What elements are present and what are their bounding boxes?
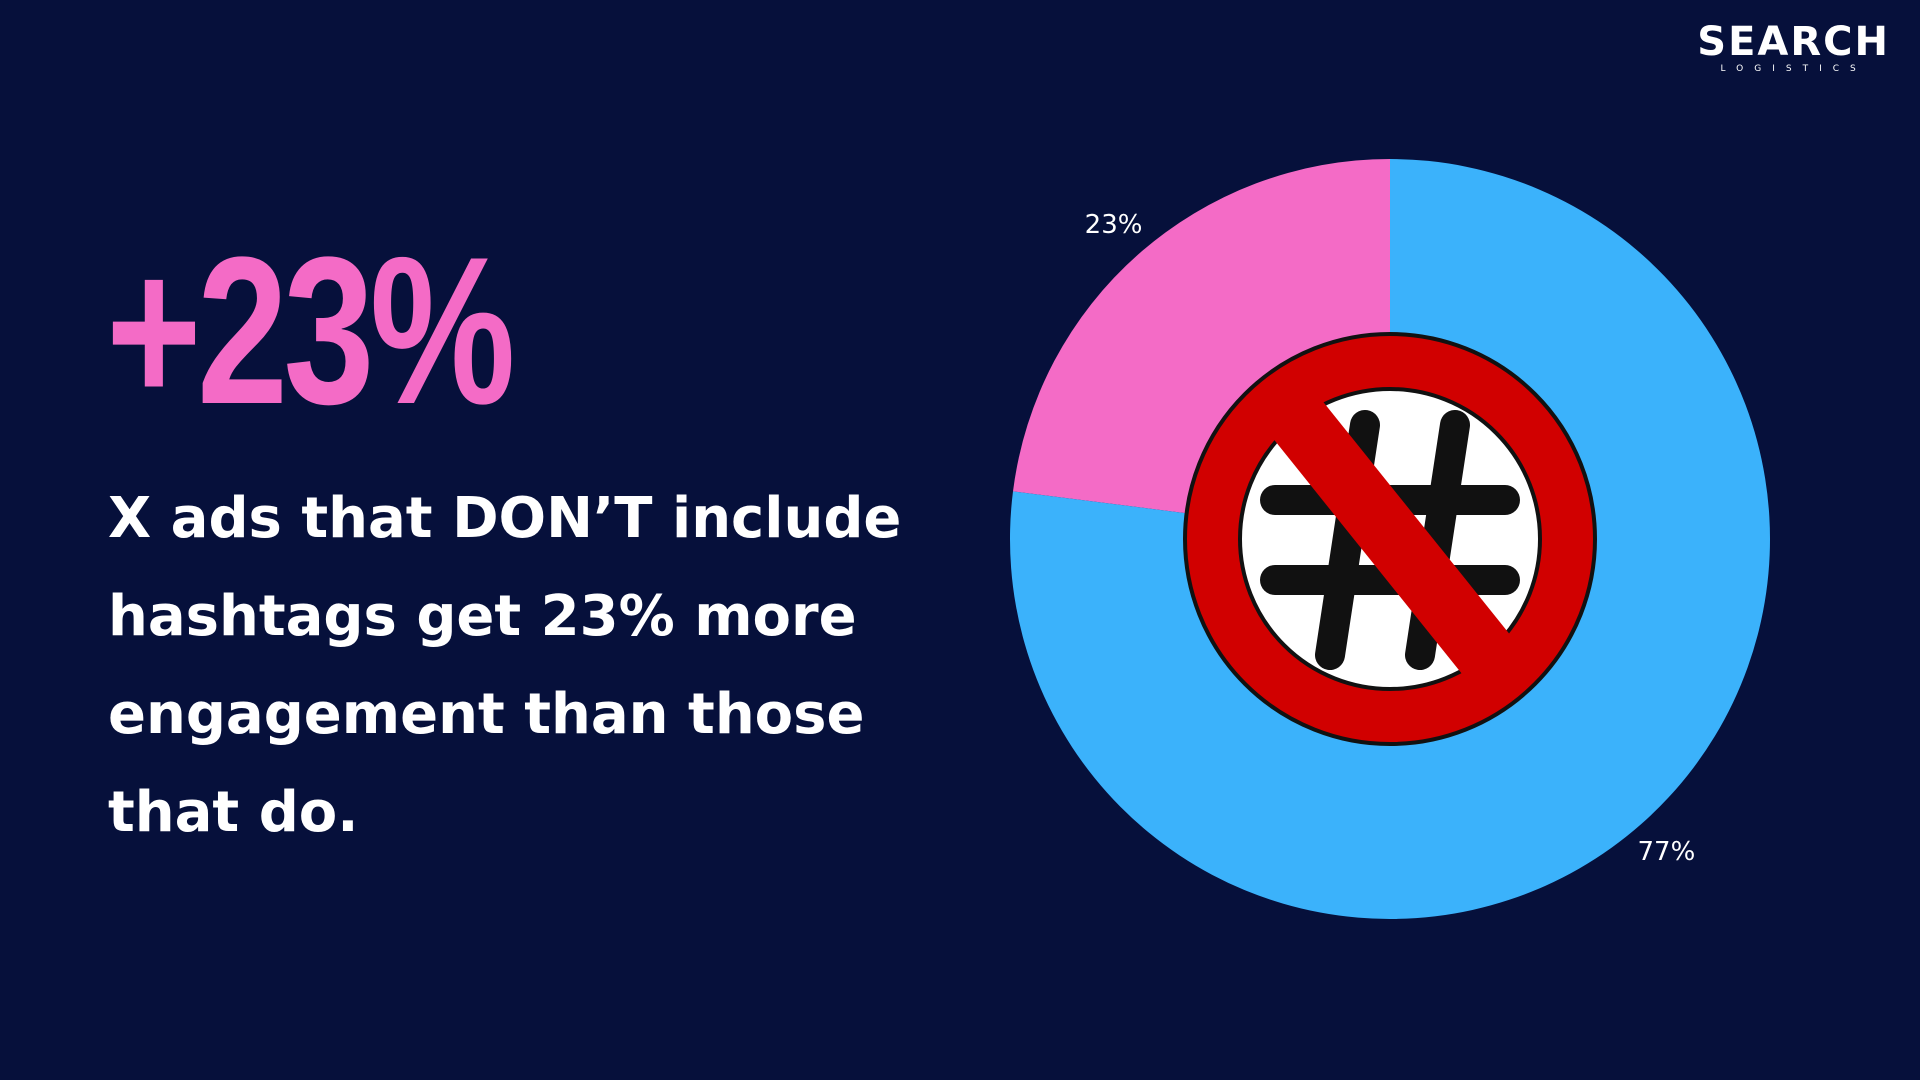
headline: +23% (106, 213, 515, 448)
brand-tagline: LOGISTICS (1720, 64, 1867, 74)
no-hashtag-icon (1183, 332, 1597, 746)
value-label: 77% (1638, 837, 1696, 867)
brand-logo: SEARCH LOGISTICS (1697, 20, 1890, 74)
body-text: X ads that DON’T include hashtags get 23… (108, 486, 902, 845)
value-label: 23% (1085, 210, 1143, 240)
brand-name: SEARCH (1697, 19, 1890, 65)
